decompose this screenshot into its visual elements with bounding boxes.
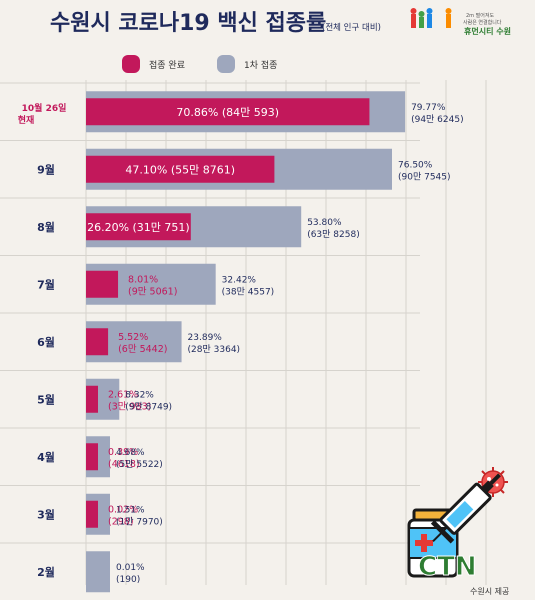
ctn-text: CTN [418, 552, 477, 582]
bar-complete [86, 385, 98, 413]
bar-complete [86, 500, 98, 528]
month-label: 10월 26일 현재 [18, 102, 67, 126]
chart-row: 2월 0.01% (190) [37, 551, 145, 593]
month-label: 2월 [37, 565, 55, 579]
bar-complete [86, 270, 119, 298]
legend-first-label: 1차 접종 [244, 59, 277, 71]
bar-complete [86, 155, 275, 183]
month-label: 8월 [37, 220, 55, 234]
bar-first-dose-label: 79.77% (94만 6245) [411, 103, 464, 125]
bar-complete-label: 26.20% (31만 751) [87, 221, 190, 234]
chart-row: 4월 0.39% (4618)4.68% (5만 5522) [37, 436, 163, 478]
bar-first-dose-label: 53.80% (63만 8258) [307, 218, 360, 240]
bar-first-dose [86, 551, 110, 593]
bar-complete [86, 98, 370, 126]
credit-text: 수원시 제공 [470, 587, 509, 596]
bar-first-dose-label: 0.01% (190) [116, 563, 145, 585]
legend-complete-swatch [122, 55, 140, 73]
bar-complete [86, 328, 109, 356]
month-label: 5월 [37, 392, 55, 406]
logo-line-2: 사람은 연결합니다 [463, 19, 502, 26]
month-label: 9월 [37, 162, 55, 176]
chart-row: 8월 26.20% (31만 751) 53.80% (63만 8258) [37, 206, 360, 248]
chart-title: 수원시 코로나19 백신 접종률 [50, 11, 326, 36]
bar-complete [86, 443, 98, 471]
chart-row: 5월 2.61% (3만 983)8.32% (9만 8749) [37, 378, 172, 420]
chart-subtitle: (전체 인구 대비) [322, 22, 381, 33]
legend-complete-label: 접종 완료 [149, 59, 185, 71]
bar-complete [86, 213, 191, 241]
bar-first-dose-label: 1.51% (1만 7970) [116, 505, 163, 527]
chart-row: 7월 8.01% (9만 5061) 32.42% (38만 4557) [37, 263, 275, 305]
chart-row: 3월 0.02% (298)1.51% (1만 7970) [37, 493, 163, 535]
bar-first-dose-label: 8.32% (9만 8749) [125, 390, 172, 412]
bar-first-dose-label: 4.68% (5만 5522) [116, 448, 163, 470]
chart-row: 10월 26일 현재 70.86% (84만 593) 79.77% (94만 6245… [18, 91, 464, 133]
chart-row: 6월 5.52% (6만 5442) 23.89% (28만 3364) [37, 321, 241, 363]
legend-first-swatch [217, 55, 235, 73]
bar-complete-label: 0.39% (4618) [108, 447, 140, 470]
month-label: 4월 [37, 450, 55, 464]
bar-complete-label: 2.61% (3만 983) [108, 389, 151, 412]
bar-complete-label: 5.52% (6만 5442) [118, 332, 167, 355]
chart-row: 9월 47.10% (55만 8761) 76.50% (90만 7545) [37, 148, 451, 190]
suwon-logo: 2m 떨어져도 사람은 연결합니다 휴먼시티 수원 [410, 8, 511, 36]
logo-brand: 휴먼시티 수원 [464, 26, 511, 36]
bar-first-dose-label: 23.89% (28만 3364) [188, 333, 241, 355]
vaccine-syringe-icon: CTN [407, 467, 508, 583]
logo-line-1: 2m 떨어져도 [466, 12, 494, 19]
bar-first-dose-label: 76.50% (90만 7545) [398, 160, 451, 182]
bar-complete-label: 47.10% (55만 8761) [125, 163, 235, 176]
bar-complete-label: 70.86% (84만 593) [176, 106, 279, 119]
month-label: 7월 [37, 277, 55, 291]
bar-complete-label: 8.01% (9만 5061) [128, 274, 177, 297]
month-label: 3월 [37, 507, 55, 521]
bar-complete-label: 0.02% (298) [108, 504, 138, 527]
chart-rows: 10월 26일 현재 70.86% (84만 593) 79.77% (94만 6245… [18, 91, 464, 593]
month-label: 6월 [37, 335, 55, 349]
bar-first-dose-label: 32.42% (38만 4557) [222, 275, 275, 297]
